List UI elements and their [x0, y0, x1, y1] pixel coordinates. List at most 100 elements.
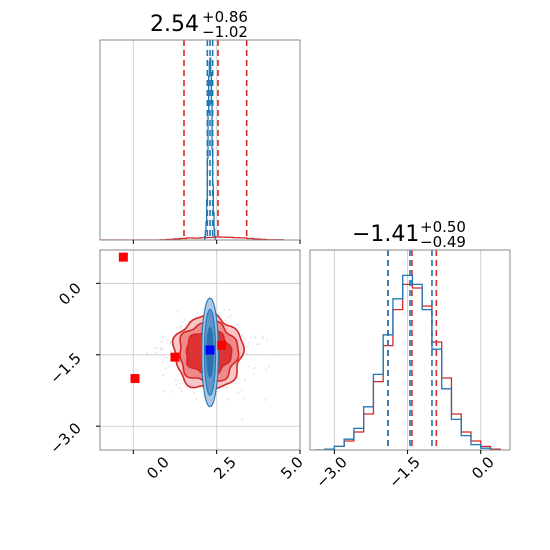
sample-point: [162, 355, 165, 358]
right-marginal-histogram-panel: [309, 249, 511, 454]
top-title-sub: −1.02: [202, 23, 248, 41]
sample-point: [227, 398, 230, 401]
sample-point: [253, 367, 256, 369]
sample-point: [162, 389, 165, 392]
sample-point: [167, 339, 169, 342]
sample-point: [237, 392, 240, 395]
sample-point: [159, 346, 162, 349]
sample-point: [161, 347, 164, 350]
sample-point: [179, 382, 182, 385]
right-title-value: −1.41: [352, 222, 419, 247]
sample-point: [247, 365, 250, 368]
sample-point: [153, 347, 156, 350]
joint-frame: [99, 249, 301, 451]
sample-point: [165, 356, 168, 359]
x-tick-label-0: 0.0: [143, 453, 173, 483]
sample-point: [244, 337, 247, 340]
sample-point: [257, 343, 260, 346]
right-blue-histogram: [314, 274, 501, 450]
sample-point: [192, 391, 195, 394]
sample-point: [227, 316, 230, 319]
joint-y-tick-labels: 0.0 −1.5 −3.0: [46, 279, 84, 457]
sample-point: [243, 397, 246, 400]
sample-point: [146, 352, 149, 355]
sample-point: [164, 367, 167, 370]
sample-point: [195, 398, 198, 401]
red-square-marker-4: [217, 340, 227, 350]
sample-point: [253, 373, 255, 376]
right-x-tick-labels: −3.0 −1.5 0.0: [312, 453, 497, 491]
sample-point: [162, 336, 165, 338]
right-x-tick-label-1: −1.5: [385, 453, 423, 491]
sample-point: [154, 351, 157, 354]
sample-point: [183, 318, 186, 321]
sample-point: [244, 379, 247, 381]
sample-point: [228, 308, 231, 311]
top-panel-title: 2.54 +0.86 −1.02: [150, 8, 248, 41]
sample-point: [168, 343, 171, 345]
right-plot-area: [314, 250, 501, 450]
top-title-value: 2.54: [150, 12, 199, 37]
sample-point: [174, 379, 177, 382]
joint-x-tick-labels: 0.0 2.5 5.0: [143, 453, 307, 483]
top-title-sup: +0.86: [202, 8, 248, 26]
right-title-sup: +0.50: [420, 218, 466, 236]
sample-point: [261, 337, 264, 340]
sample-point: [171, 390, 174, 393]
sample-point: [241, 418, 244, 420]
sample-point: [265, 369, 268, 371]
x-tick-label-1: 2.5: [210, 453, 240, 483]
sample-point: [273, 354, 275, 357]
sample-point: [223, 308, 226, 311]
right-panel-title: −1.41 +0.50 −0.49: [352, 218, 466, 251]
sample-point: [267, 365, 270, 368]
joint-plot-area: [100, 250, 300, 450]
sample-point: [224, 319, 227, 322]
sample-point: [240, 389, 243, 392]
right-frame: [309, 249, 511, 451]
sample-point: [181, 321, 184, 323]
red-square-marker-2: [130, 374, 140, 384]
sample-point: [249, 337, 252, 339]
joint-contour-panel: [96, 249, 301, 454]
sample-point: [248, 341, 250, 344]
red-square-marker-3: [170, 352, 180, 362]
sample-point: [196, 311, 198, 314]
sample-point: [156, 346, 158, 349]
sample-point: [175, 383, 178, 386]
blue-square-marker-0: [205, 345, 215, 355]
sample-point: [265, 338, 268, 341]
top-frame: [99, 39, 301, 241]
y-tick-label-2: −3.0: [46, 419, 84, 457]
sample-point: [162, 374, 165, 377]
sample-point: [217, 313, 220, 315]
sample-point: [176, 309, 179, 312]
sample-point: [263, 399, 266, 401]
sample-point: [159, 349, 162, 351]
right-x-tick-label-0: −3.0: [312, 453, 350, 491]
x-tick-label-2: 5.0: [277, 453, 307, 483]
sample-point: [241, 333, 244, 336]
sample-point: [236, 377, 239, 380]
sample-point: [169, 341, 172, 344]
right-x-tick-label-2: 0.0: [468, 453, 498, 483]
sample-point: [195, 316, 198, 318]
sample-point: [180, 390, 183, 393]
y-tick-label-0: 0.0: [55, 279, 85, 309]
sample-point: [176, 326, 179, 329]
top-marginal-histogram-panel: [99, 39, 301, 244]
sample-point: [256, 343, 259, 345]
sample-point: [170, 350, 172, 352]
sample-point: [229, 314, 232, 317]
y-tick-label-1: −1.5: [46, 349, 84, 387]
sample-point: [161, 361, 164, 364]
sample-point: [225, 386, 228, 389]
sample-point: [178, 386, 181, 389]
sample-point: [246, 353, 248, 356]
top-blue-histogram: [204, 57, 216, 240]
red-square-marker-0: [118, 252, 128, 262]
top-plot-area: [100, 40, 284, 240]
right-title-sub: −0.49: [420, 233, 466, 251]
sample-point: [256, 353, 259, 356]
